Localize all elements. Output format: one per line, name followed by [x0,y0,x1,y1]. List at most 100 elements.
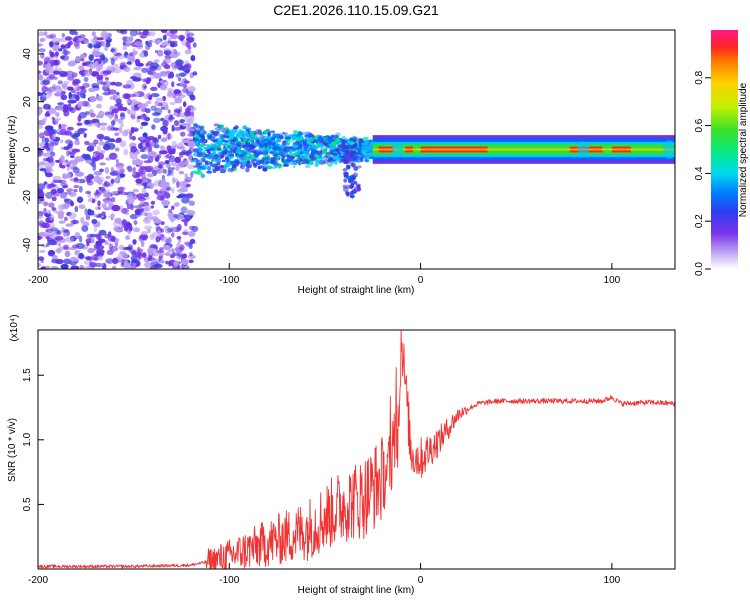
heatmap-cell [66,126,74,131]
heatmap-cell [206,150,211,154]
heatmap-cell [90,161,97,168]
heatmap-cell [247,140,254,143]
heatmap-cell [38,43,43,47]
heatmap-cell [111,108,119,114]
heatmap-cell [104,167,110,174]
heatmap-cell [114,177,120,182]
heatmap-cell [112,222,118,226]
heatmap-cell [45,166,52,174]
heatmap-cell [256,139,260,143]
heatmap-cell [266,154,271,158]
heatmap-cell [294,141,299,145]
heatmap-cell [82,265,92,269]
heatmap-cell [286,155,291,160]
heatmap-cell [69,159,77,165]
heatmap-cell [297,131,304,136]
heatmap-cell [292,165,296,169]
heatmap-cell [184,173,189,178]
heatmap-cell [79,86,86,90]
heatmap-cell [75,95,79,101]
heatmap-cell [167,237,172,244]
heatmap-cell [58,204,65,211]
heatmap-cell [272,145,280,151]
colorbar-tick-label: 0.2 [694,214,705,228]
heatmap-cell [196,171,203,175]
heatmap-cell [46,156,54,163]
heatmap-cell [133,220,138,226]
heatmap-cell [55,112,60,117]
heatmap-cell [362,136,370,140]
heatmap-cell [184,49,192,55]
spectrogram-x-axis-label: Height of straight line (km) [298,285,415,296]
heatmap-cell [136,171,143,177]
heatmap-cell [119,251,126,255]
heatmap-cell [179,106,183,113]
heatmap-cell [91,50,99,57]
heatmap-cell [94,60,99,68]
heatmap-cell [89,233,98,238]
heatmap-cell [147,228,151,234]
heatmap-cell [93,175,101,183]
heatmap-cell [116,30,125,34]
heatmap-cell [334,147,341,153]
heatmap-cell [99,186,106,192]
heatmap-cell [103,192,112,198]
heatmap-cell [204,153,209,158]
heatmap-cell [45,147,51,151]
heatmap-cell [178,152,184,158]
heatmap-cell [96,103,102,109]
heatmap-cell [151,93,160,98]
heatmap-cell [186,118,195,125]
heatmap-cell [88,54,94,61]
heatmap-cell [145,63,150,67]
heatmap-cell [43,115,48,122]
heatmap-cell [182,123,189,127]
heatmap-cell [244,155,252,161]
heatmap-cell [44,125,54,131]
heatmap-cell [103,181,111,188]
heatmap-cell [169,42,178,48]
heatmap-cell [169,114,174,118]
heatmap-cell [175,59,184,67]
heatmap-cell [205,144,211,147]
heatmap-cell [114,147,120,152]
heatmap-cell [84,208,88,216]
heatmap-cell [57,102,64,106]
heatmap-cell [126,61,132,65]
snr-y-ticks: 0.5 1.0 1.5 [22,368,44,511]
heatmap-cell [182,87,189,94]
heatmap-cell [289,162,297,165]
heatmap-cell [60,165,66,169]
heatmap-cell [292,130,298,134]
heatmap-cell [162,169,167,174]
heatmap-cell [70,265,80,269]
heatmap-cell [164,252,172,257]
heatmap-cell [102,92,111,96]
heatmap-cell [242,126,248,130]
heatmap-cell [187,140,197,148]
heatmap-cell [178,171,185,175]
heatmap-cell [181,160,191,164]
heatmap-cell [150,86,158,91]
heatmap-cell [57,80,63,85]
heatmap-cell [197,147,203,153]
heatmap-cell [663,139,675,160]
heatmap-cell [181,197,190,204]
heatmap-cell [122,40,126,46]
heatmap-cell [137,103,147,109]
heatmap-cell [182,253,187,259]
heatmap-cell [223,130,229,135]
heatmap-cell [164,104,169,111]
heatmap-cell [266,165,272,170]
heatmap-cell [325,151,332,156]
heatmap-cell [164,50,168,56]
heatmap-cell [125,128,131,134]
heatmap-cell [86,241,90,246]
heatmap-cell [188,131,196,137]
heatmap-cell [110,120,116,126]
heatmap-cell [88,142,97,148]
x-tick-label: -200 [28,275,48,286]
y-tick-label: 20 [22,96,33,108]
heatmap-cell [89,63,94,70]
